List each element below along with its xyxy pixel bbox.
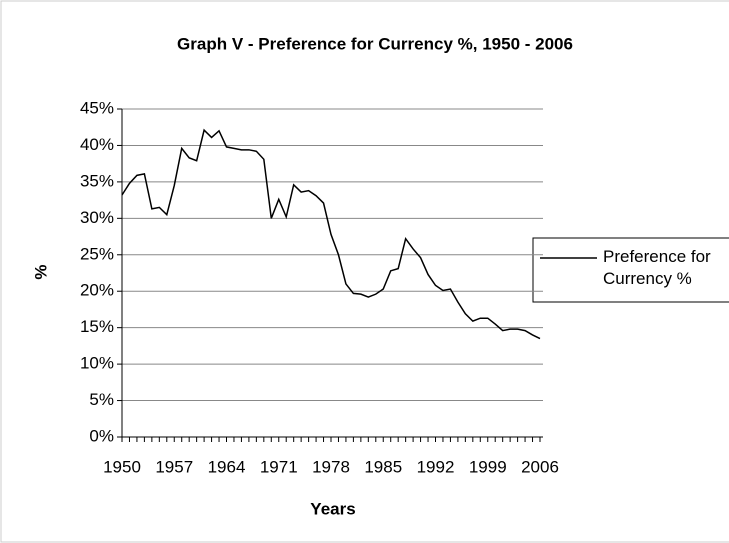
y-tick-label: 45% [80, 98, 114, 117]
x-tick-label: 1985 [364, 457, 402, 476]
y-tick-label: 10% [80, 354, 114, 373]
x-tick-label: 1964 [208, 457, 246, 476]
chart-title: Graph V - Preference for Currency %, 195… [177, 34, 573, 53]
y-tick-label: 25% [80, 244, 114, 263]
y-tick-label: 5% [89, 390, 114, 409]
y-tick-label: 35% [80, 171, 114, 190]
x-tick-label: 1950 [103, 457, 141, 476]
x-axis-label: Years [310, 499, 355, 518]
x-tick-label: 1992 [417, 457, 455, 476]
y-tick-label: 15% [80, 317, 114, 336]
x-tick-label: 2006 [521, 457, 559, 476]
x-tick-label: 1999 [469, 457, 507, 476]
y-tick-label: 20% [80, 281, 114, 300]
y-tick-label: 40% [80, 135, 114, 154]
x-tick-label: 1978 [312, 457, 350, 476]
y-tick-label: 0% [89, 426, 114, 445]
x-tick-label: 1971 [260, 457, 298, 476]
y-tick-label: 30% [80, 208, 114, 227]
legend-box [532, 237, 729, 303]
data-line [121, 128, 541, 340]
y-axis-label: % [31, 264, 50, 279]
legend-label: Preference for Currency % [603, 247, 711, 288]
x-tick-label: 1957 [155, 457, 193, 476]
